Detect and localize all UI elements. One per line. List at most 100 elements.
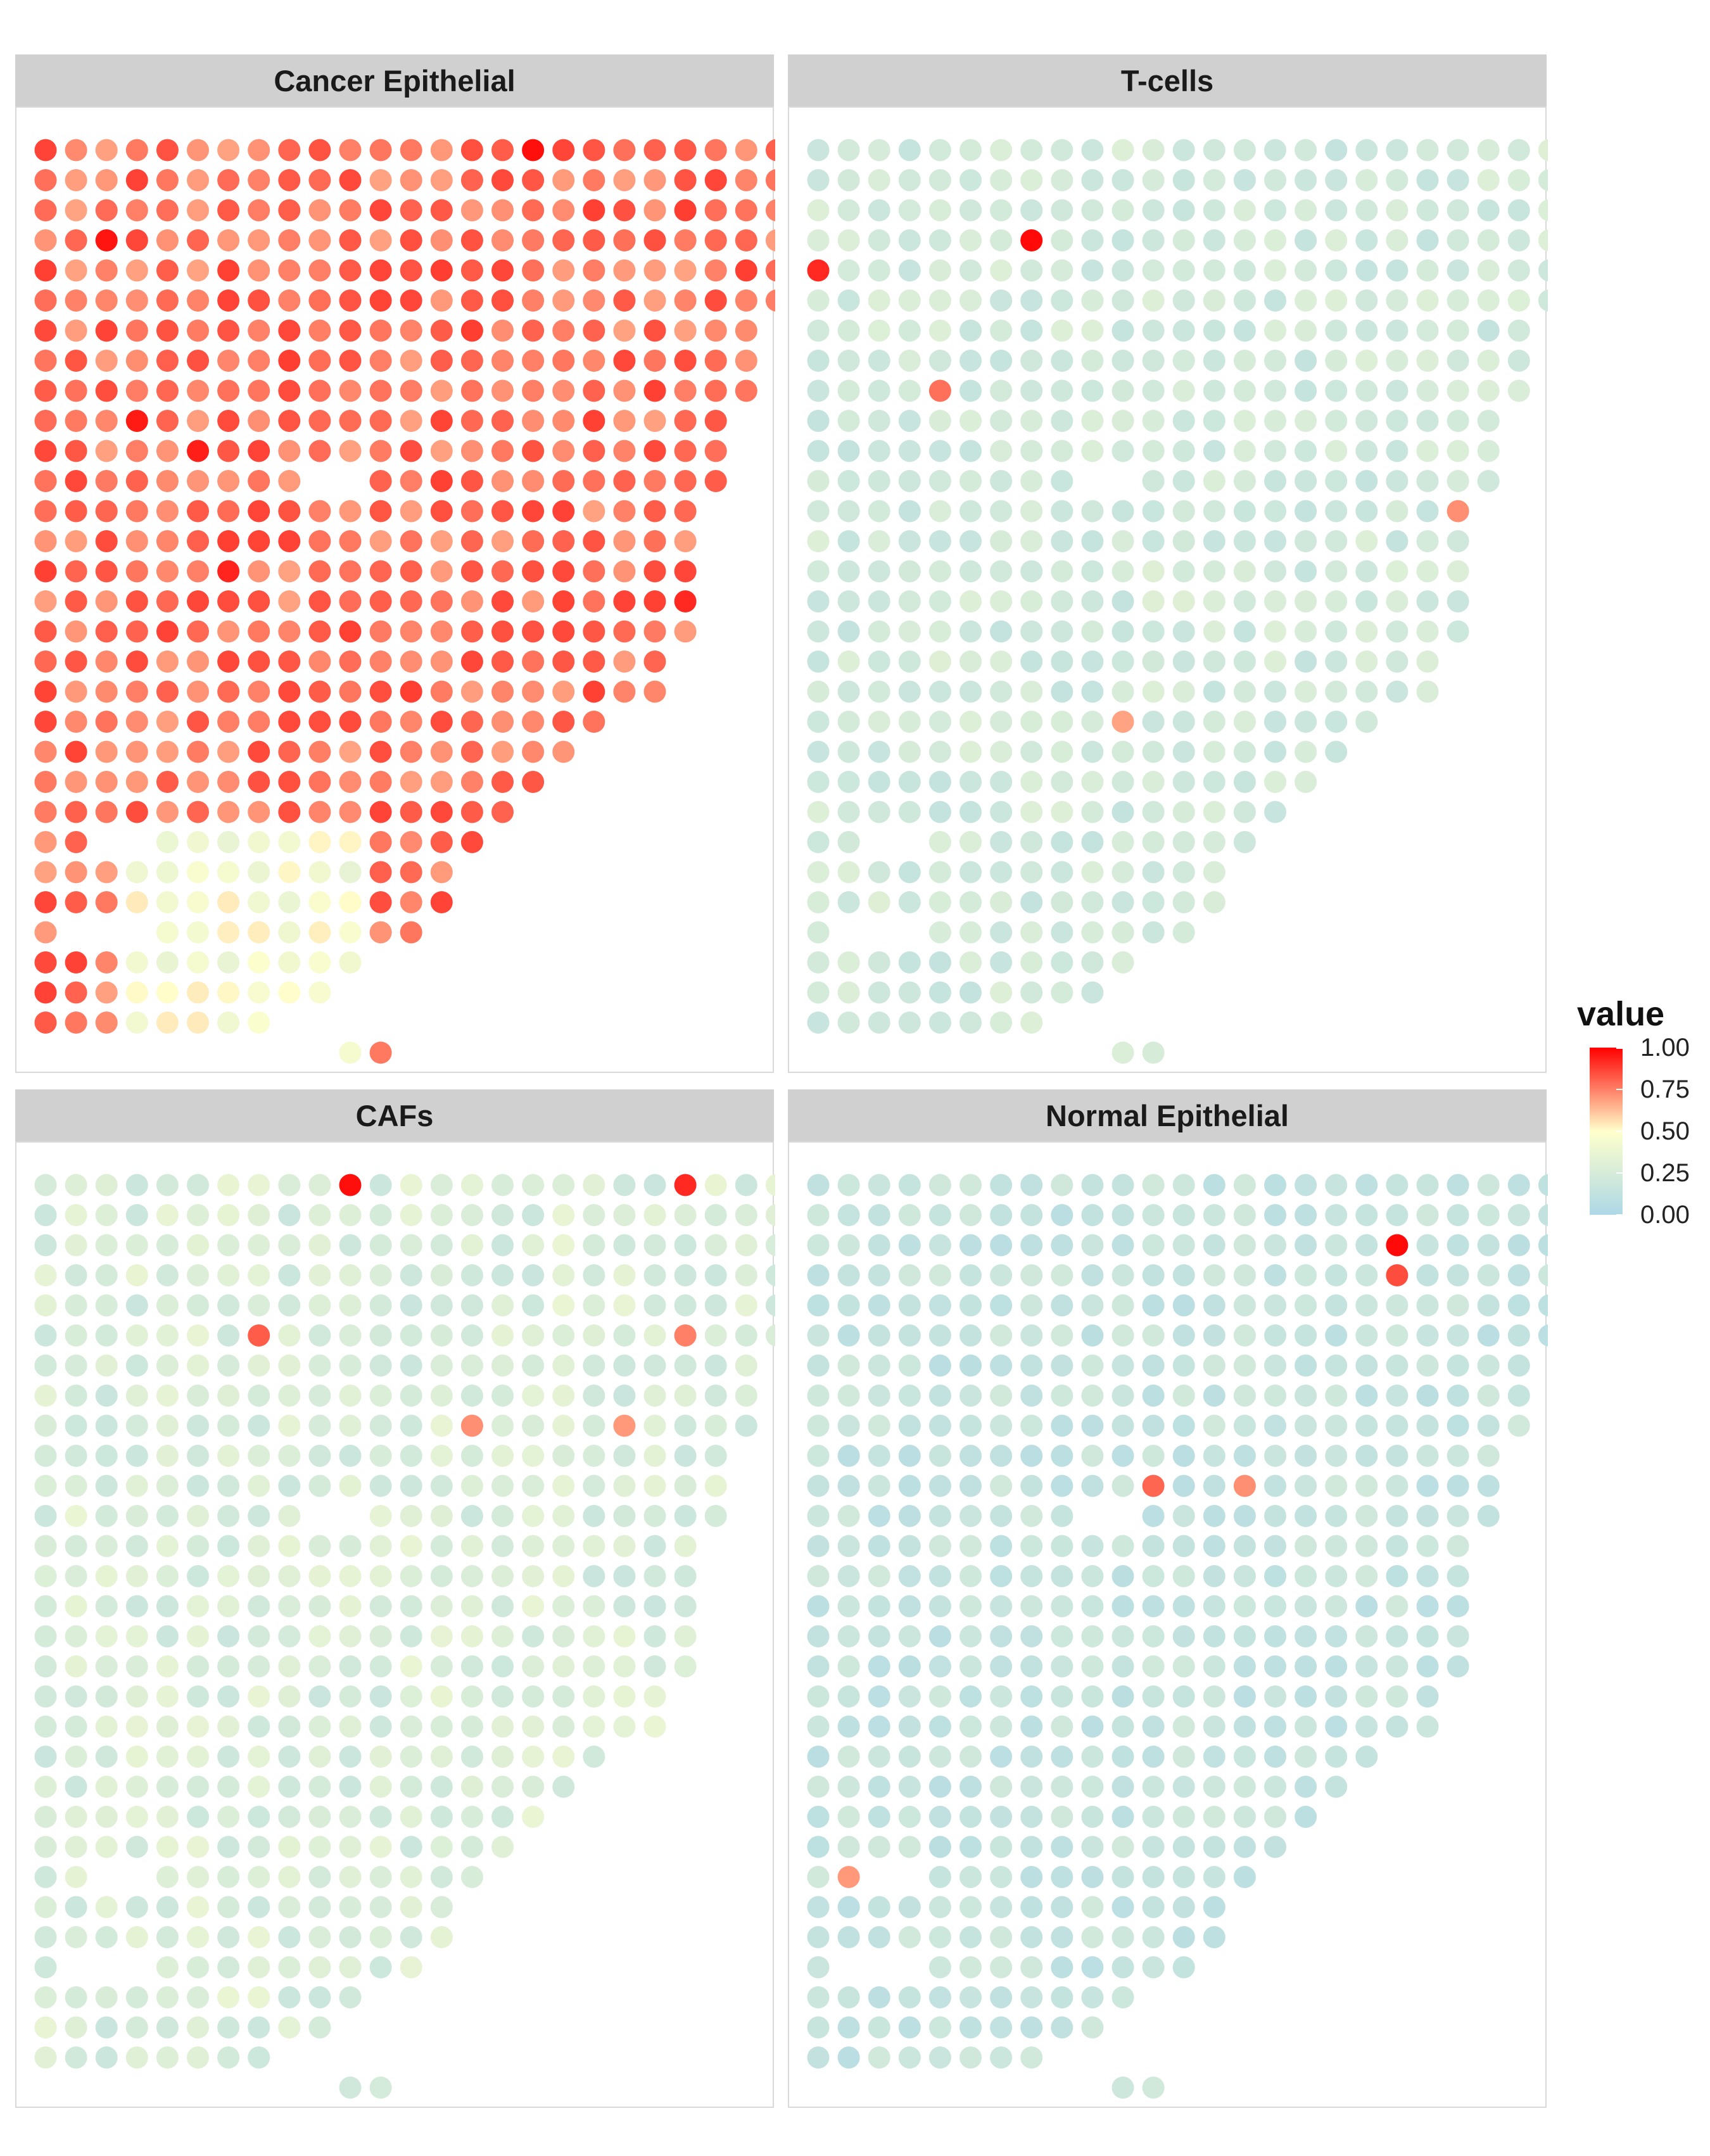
data-spot bbox=[1233, 1324, 1256, 1347]
data-spot bbox=[125, 1354, 148, 1377]
data-spot bbox=[990, 680, 1013, 703]
data-spot bbox=[1355, 1204, 1378, 1226]
data-spot bbox=[1386, 1264, 1409, 1286]
data-spot bbox=[1081, 1986, 1104, 2008]
data-spot bbox=[491, 319, 514, 342]
data-spot bbox=[34, 2046, 57, 2069]
data-spot bbox=[1142, 259, 1165, 282]
data-spot bbox=[400, 1836, 422, 1858]
data-spot bbox=[400, 921, 422, 944]
data-spot bbox=[868, 951, 890, 973]
data-spot bbox=[1386, 319, 1409, 342]
data-spot bbox=[613, 1565, 636, 1587]
data-spot bbox=[369, 1595, 392, 1618]
data-spot bbox=[1355, 410, 1378, 432]
data-spot bbox=[369, 590, 392, 612]
data-spot bbox=[960, 680, 982, 703]
data-spot bbox=[430, 229, 453, 251]
data-spot bbox=[674, 199, 697, 222]
data-spot bbox=[187, 169, 209, 191]
data-spot bbox=[1538, 1234, 1548, 1257]
data-spot bbox=[278, 410, 301, 432]
data-spot bbox=[217, 1324, 240, 1347]
data-spot bbox=[807, 440, 830, 462]
data-spot bbox=[1477, 1234, 1500, 1257]
data-spot bbox=[1172, 1264, 1195, 1286]
data-spot bbox=[1020, 1174, 1043, 1196]
data-spot bbox=[552, 1445, 575, 1467]
data-spot bbox=[613, 1715, 636, 1738]
data-spot bbox=[1020, 1414, 1043, 1437]
data-spot bbox=[278, 560, 301, 583]
data-spot bbox=[1051, 1746, 1074, 1768]
data-spot bbox=[1112, 1204, 1134, 1226]
data-spot bbox=[837, 590, 860, 612]
data-spot bbox=[430, 1204, 453, 1226]
data-spot bbox=[278, 711, 301, 733]
data-spot bbox=[248, 2016, 270, 2039]
data-spot bbox=[613, 379, 636, 402]
data-spot bbox=[1172, 1234, 1195, 1257]
data-spot bbox=[1020, 590, 1043, 612]
data-spot bbox=[217, 440, 240, 462]
data-spot bbox=[583, 1354, 605, 1377]
data-spot bbox=[125, 259, 148, 282]
data-spot bbox=[156, 1986, 179, 2008]
data-spot bbox=[248, 650, 270, 673]
data-spot bbox=[1020, 350, 1043, 372]
data-spot bbox=[1295, 1746, 1317, 1768]
data-spot bbox=[430, 680, 453, 703]
data-spot bbox=[1355, 650, 1378, 673]
data-spot bbox=[187, 319, 209, 342]
data-spot bbox=[1203, 711, 1226, 733]
data-spot bbox=[369, 1234, 392, 1257]
data-spot bbox=[643, 500, 666, 523]
data-spot bbox=[990, 319, 1013, 342]
data-spot bbox=[1172, 1775, 1195, 1798]
data-spot bbox=[34, 1836, 57, 1858]
data-spot bbox=[1112, 1836, 1134, 1858]
data-spot bbox=[248, 560, 270, 583]
data-spot bbox=[217, 650, 240, 673]
data-spot bbox=[491, 530, 514, 552]
data-spot bbox=[1507, 1385, 1530, 1407]
data-spot bbox=[1355, 1715, 1378, 1738]
data-spot bbox=[1172, 1474, 1195, 1497]
data-spot bbox=[1142, 1746, 1165, 1768]
data-spot bbox=[187, 1294, 209, 1317]
data-spot bbox=[400, 1565, 422, 1587]
data-spot bbox=[1295, 199, 1317, 222]
data-spot bbox=[1325, 1535, 1348, 1557]
data-spot bbox=[1447, 169, 1469, 191]
data-spot bbox=[928, 560, 951, 583]
data-spot bbox=[990, 951, 1013, 973]
data-spot bbox=[430, 169, 453, 191]
data-spot bbox=[217, 319, 240, 342]
data-spot bbox=[960, 1294, 982, 1317]
data-spot bbox=[1477, 259, 1500, 282]
data-spot bbox=[400, 1385, 422, 1407]
data-spot bbox=[837, 650, 860, 673]
data-spot bbox=[613, 259, 636, 282]
data-spot bbox=[1477, 440, 1500, 462]
data-spot bbox=[339, 861, 362, 884]
data-spot bbox=[1020, 169, 1043, 191]
data-spot bbox=[1416, 199, 1439, 222]
data-spot bbox=[643, 1595, 666, 1618]
data-spot bbox=[1355, 229, 1378, 251]
data-spot bbox=[95, 199, 118, 222]
data-spot bbox=[217, 1474, 240, 1497]
data-spot bbox=[928, 319, 951, 342]
data-spot bbox=[400, 711, 422, 733]
data-spot bbox=[990, 1474, 1013, 1497]
data-spot bbox=[308, 1324, 331, 1347]
data-spot bbox=[248, 981, 270, 1004]
data-spot bbox=[339, 1926, 362, 1948]
data-spot bbox=[460, 1474, 483, 1497]
data-spot bbox=[522, 1174, 545, 1196]
data-spot bbox=[613, 1505, 636, 1527]
data-spot bbox=[1416, 1414, 1439, 1437]
data-spot bbox=[1355, 139, 1378, 162]
data-spot bbox=[65, 1204, 87, 1226]
data-spot bbox=[217, 2046, 240, 2069]
